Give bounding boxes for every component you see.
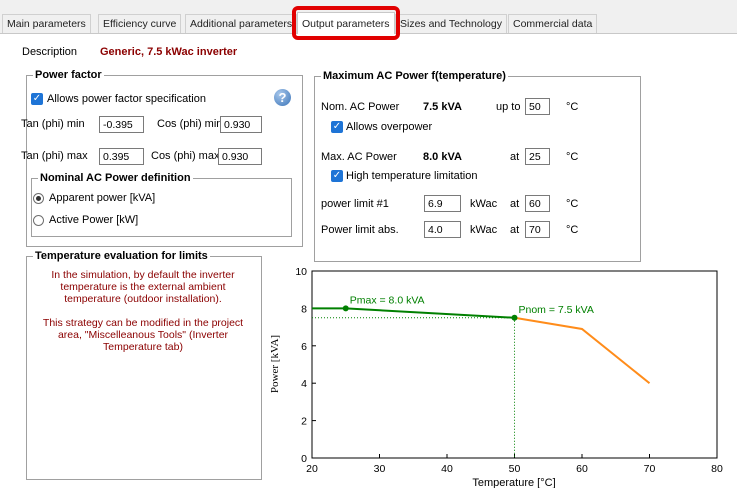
active-power-radio[interactable]: [33, 215, 44, 226]
cos-min-input[interactable]: [220, 116, 262, 133]
max-ac-power-group: Maximum AC Power f(temperature): [314, 70, 641, 262]
power-limit-1-label: power limit #1: [321, 198, 389, 210]
x-tick-label: 30: [374, 463, 386, 475]
power-factor-group: Power factor: [26, 69, 303, 247]
marker-label: Pmax = 8.0 kVA: [350, 294, 425, 306]
apparent-power-radio[interactable]: [33, 193, 44, 204]
limitabs-at-label: at: [510, 224, 520, 236]
marker-point: [511, 314, 518, 321]
limitabs-temp-input[interactable]: [525, 221, 550, 238]
max-ac-power-value: 8.0 kVA: [423, 151, 462, 163]
cos-max-input[interactable]: [218, 148, 262, 165]
chart-marks: 20 30 40 50 60 70 80 0 2 4 6 8 10 Pmax = 8.0 kVA Pnom …: [295, 266, 723, 475]
tab-efficiency-curve[interactable]: Efficiency curve: [98, 14, 182, 33]
tab-output-parameters[interactable]: Output parameters: [297, 12, 395, 34]
nom-ac-power-value: 7.5 kVA: [423, 101, 462, 113]
cos-min-label: Cos (phi) min: [157, 118, 223, 130]
y-tick-label: 8: [301, 303, 307, 315]
allow-power-factor-label: Allows power factor specification: [47, 93, 206, 105]
power-limit-abs-input[interactable]: [424, 221, 461, 238]
x-tick-label: 80: [711, 463, 723, 475]
limit1-at-label: at: [510, 198, 520, 210]
allow-overpower-label: Allows overpower: [346, 121, 433, 133]
x-tick-label: 40: [441, 463, 453, 475]
tab-commercial-data[interactable]: Commercial data: [508, 14, 598, 33]
nominal-ac-definition-title: Nominal AC Power definition: [38, 172, 193, 185]
temp-note-line: This strategy can be modified in the pro…: [42, 317, 244, 329]
temp-note-line: In the simulation, by default the invert…: [51, 269, 235, 281]
allow-overpower-checkbox[interactable]: ✓: [331, 121, 343, 133]
tan-min-label: Tan (phi) min: [21, 118, 85, 130]
tab-bar: Main parameters Efficiency curve Additio…: [0, 12, 737, 34]
max-at-label: at: [510, 151, 520, 163]
power-factor-title: Power factor: [33, 69, 104, 82]
temp-evaluation-note: In the simulation, by default the invert…: [32, 269, 254, 353]
limit1-temp-unit: °C: [566, 198, 579, 210]
max-temp-unit: °C: [566, 151, 579, 163]
active-power-label: Active Power [kW]: [49, 214, 139, 226]
temp-note-line: Temperature tab): [103, 341, 183, 353]
tab-additional-parameters[interactable]: Additional parameters: [185, 14, 298, 33]
y-tick-label: 6: [301, 341, 307, 353]
power-limit-abs-unit: kWac: [470, 224, 498, 236]
marker-label: Pnom = 7.5 kVA: [519, 304, 594, 316]
temp-evaluation-title: Temperature evaluation for limits: [33, 250, 210, 263]
limit1-temp-input[interactable]: [525, 195, 550, 212]
tab-main-parameters[interactable]: Main parameters: [2, 14, 91, 33]
power-limit-1-unit: kWac: [470, 198, 498, 210]
series-line-1: [514, 316, 651, 384]
power-limit-abs-label: Power limit abs.: [321, 224, 399, 236]
plot-area: [311, 270, 718, 459]
temp-note-line: temperature is the external ambient: [60, 281, 226, 293]
high-temp-limitation-checkbox[interactable]: ✓: [331, 170, 343, 182]
y-axis-label: Power [kVA]: [269, 335, 281, 393]
temp-note-line: temperature (outdoor installation).: [64, 293, 222, 305]
up-to-label: up to: [496, 101, 521, 113]
max-ac-power-title: Maximum AC Power f(temperature): [321, 70, 508, 83]
description-label: Description: [22, 46, 78, 58]
high-temp-limitation-label: High temperature limitation: [346, 170, 478, 182]
y-tick-label: 4: [301, 378, 307, 390]
output-parameters-panel: Description Generic, 7.5 kWac inverter P…: [0, 34, 737, 488]
nom-temp-input[interactable]: [525, 98, 550, 115]
cos-max-label: Cos (phi) max: [151, 150, 220, 162]
tab-sizes-and-technology[interactable]: Sizes and Technology: [395, 14, 507, 33]
apparent-power-label: Apparent power [kVA]: [49, 192, 156, 204]
y-tick-label: 10: [295, 266, 307, 278]
nom-temp-unit: °C: [566, 101, 579, 113]
x-axis-label: Temperature [°C]: [472, 477, 555, 488]
tan-max-input[interactable]: [99, 148, 144, 165]
temp-note-line: area, "Miscelleanous Tools" (Inverter: [57, 329, 229, 341]
allow-power-factor-checkbox[interactable]: ✓: [31, 93, 43, 105]
nominal-ac-definition-group: Nominal AC Power definition: [31, 172, 292, 237]
x-tick-label: 20: [306, 463, 318, 475]
temp-note-line: [32, 305, 254, 317]
description-value: Generic, 7.5 kWac inverter: [100, 46, 238, 58]
max-temp-input[interactable]: [525, 148, 550, 165]
x-tick-label: 50: [509, 463, 521, 475]
x-tick-label: 60: [576, 463, 588, 475]
tan-max-label: Tan (phi) max: [21, 150, 88, 162]
y-tick-label: 2: [301, 416, 307, 428]
marker-point: [342, 305, 349, 312]
limitabs-temp-unit: °C: [566, 224, 579, 236]
help-icon[interactable]: ?: [274, 89, 291, 106]
temp-evaluation-group: Temperature evaluation for limits: [26, 250, 262, 480]
nom-ac-power-label: Nom. AC Power: [321, 101, 400, 113]
y-tick-label: 0: [301, 453, 307, 465]
x-tick-label: 70: [644, 463, 656, 475]
tan-min-input[interactable]: [99, 116, 144, 133]
max-ac-power-label: Max. AC Power: [321, 151, 397, 163]
power-limit-1-input[interactable]: [424, 195, 461, 212]
temperature-power-chart: Temperature [°C] Power [kVA] 20 30 40 50 60 7…: [269, 266, 723, 488]
